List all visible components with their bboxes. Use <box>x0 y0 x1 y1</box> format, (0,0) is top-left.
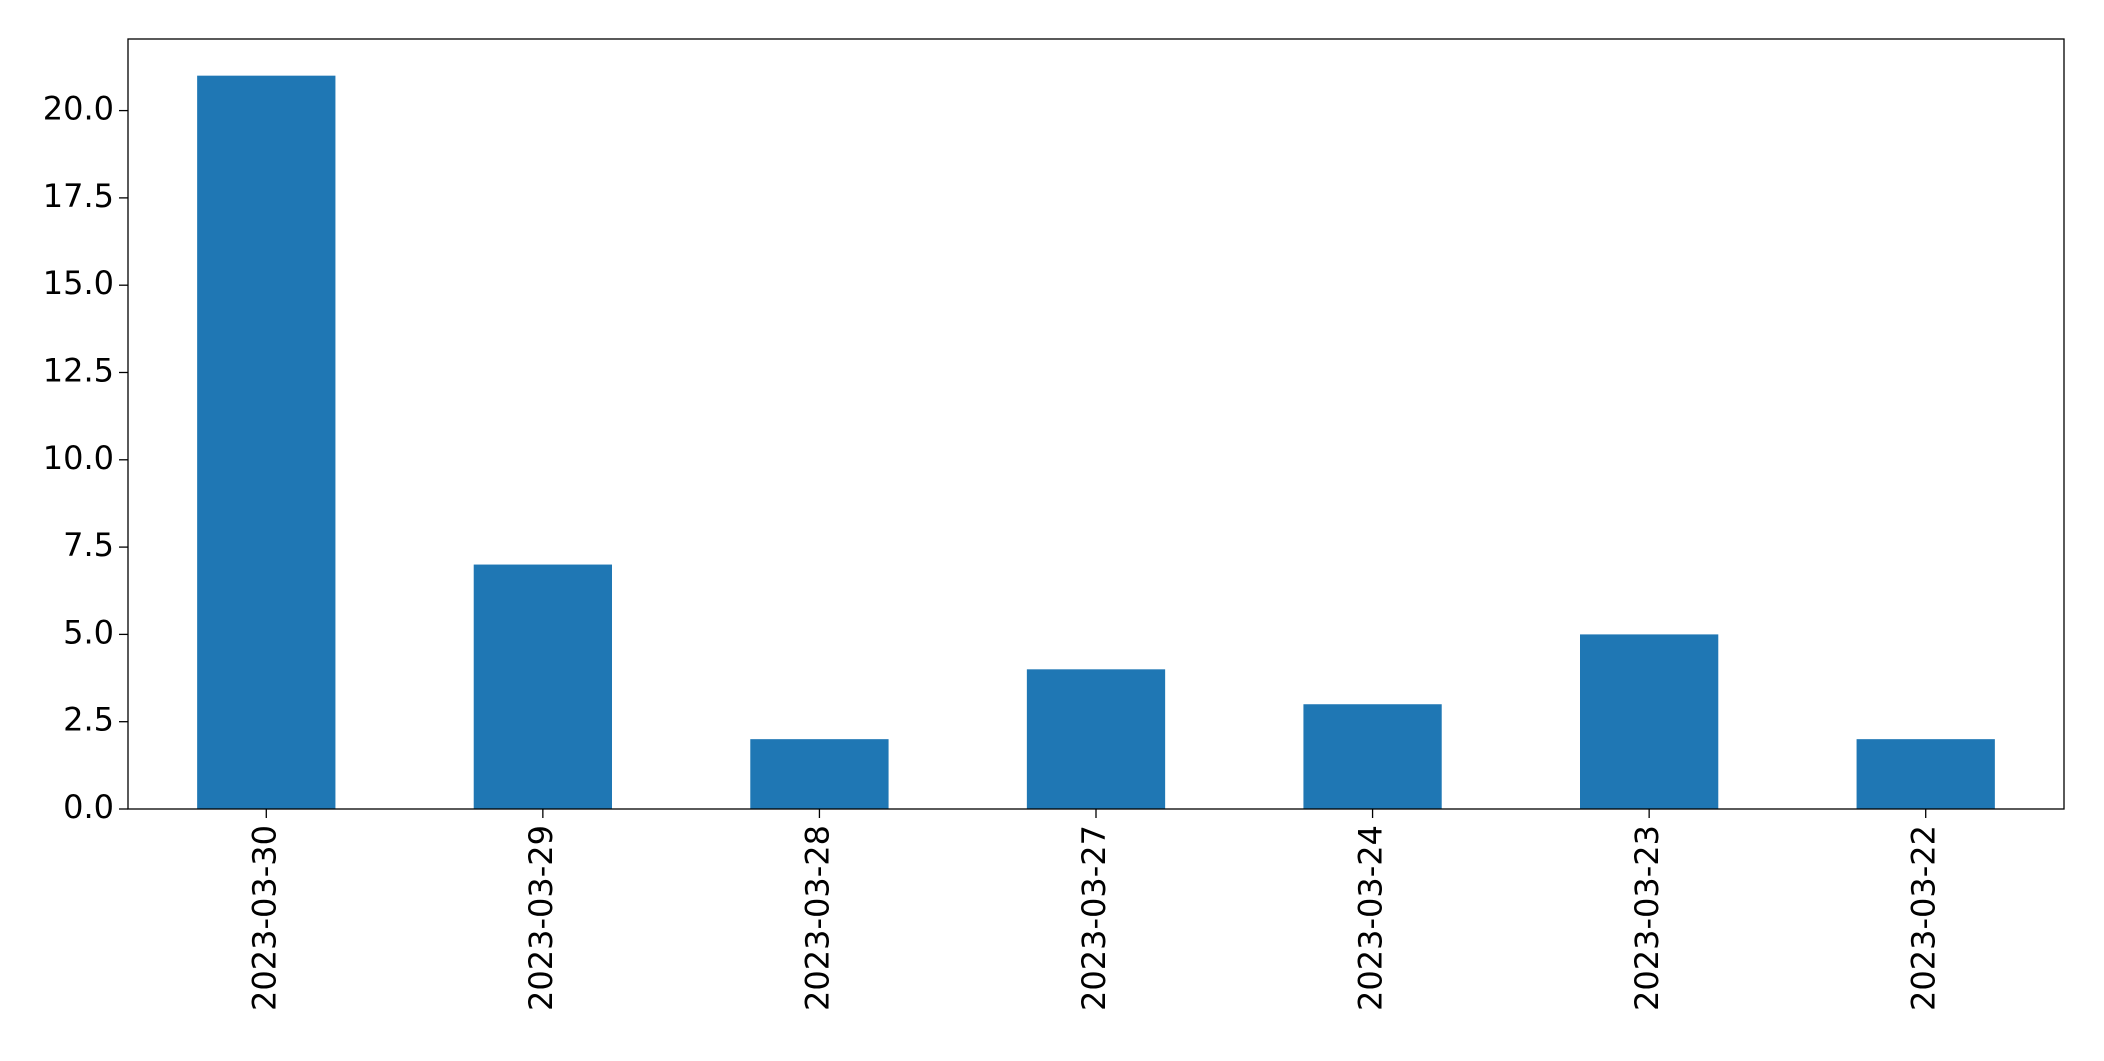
y-tick-label: 15.0 <box>43 264 114 302</box>
x-tick-label: 2023-03-22 <box>1905 825 1943 1011</box>
x-tick-label: 2023-03-28 <box>798 825 836 1011</box>
x-tick-label: 2023-03-29 <box>522 825 560 1011</box>
y-tick-label: 20.0 <box>43 90 114 128</box>
y-tick-label: 7.5 <box>63 526 114 564</box>
y-tick-label: 5.0 <box>63 613 114 651</box>
y-tick-label: 10.0 <box>43 439 114 477</box>
x-tick-label: 2023-03-30 <box>245 825 283 1011</box>
plot-frame <box>127 38 2065 810</box>
x-tick-label: 2023-03-27 <box>1075 825 1113 1011</box>
x-tick-label: 2023-03-23 <box>1628 825 1666 1011</box>
bar <box>1026 669 1166 809</box>
bar <box>473 564 612 809</box>
bar <box>1580 634 1719 809</box>
bar <box>1856 739 1995 809</box>
x-tick-label: 2023-03-24 <box>1352 825 1390 1011</box>
y-tick-label: 17.5 <box>43 177 114 215</box>
y-tick-label: 12.5 <box>43 351 114 389</box>
y-tick-label: 0.0 <box>63 788 114 826</box>
y-tick-label: 2.5 <box>63 701 114 739</box>
bar <box>1303 704 1442 809</box>
bar <box>197 75 336 809</box>
bar <box>750 739 889 809</box>
